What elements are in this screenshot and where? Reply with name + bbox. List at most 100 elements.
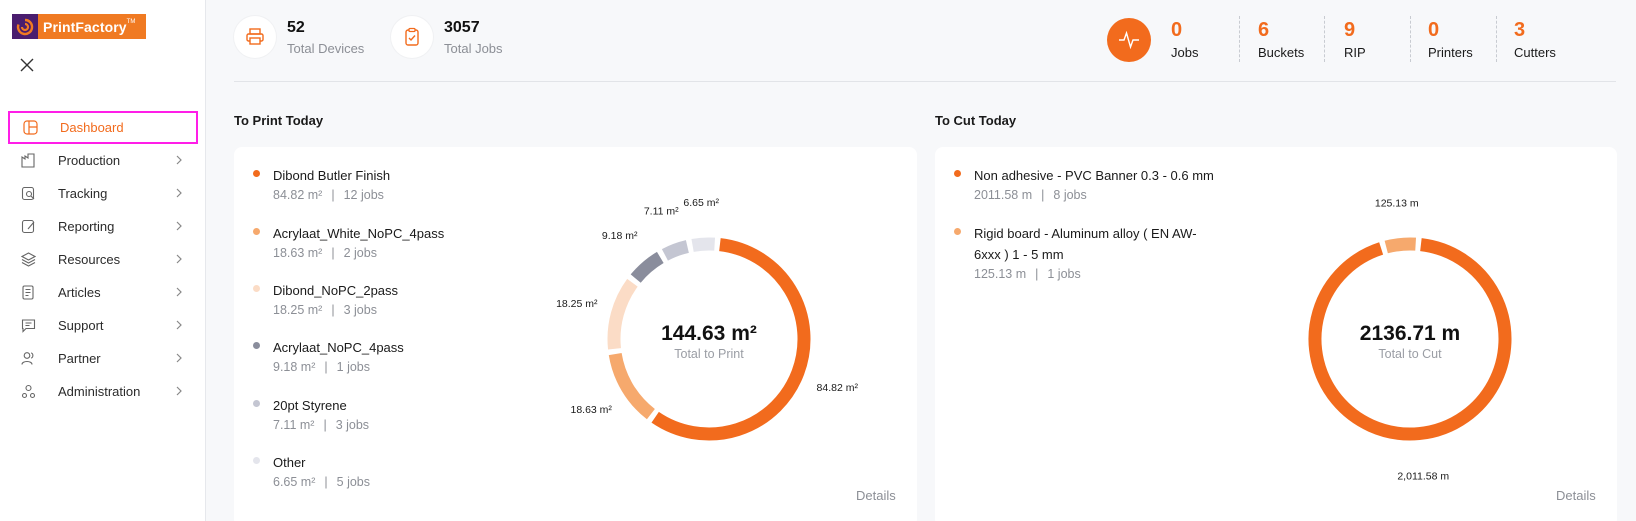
print-details-link[interactable]: Details — [856, 488, 896, 503]
tracking-icon — [20, 186, 36, 202]
print-slice[interactable] — [651, 238, 811, 441]
print-slice[interactable] — [661, 240, 690, 261]
stat-total-jobs: 3057 Total Jobs — [391, 16, 503, 58]
legend-item-area: 7.11 m² — [273, 418, 315, 432]
legend-dot — [954, 228, 961, 235]
print-slice-label: 7.11 m² — [644, 206, 679, 218]
sidebar-item-label: Articles — [58, 285, 101, 300]
cut-donut-chart: 2,011.58 m 125.13 m 2136.71 m Total to Cut — [1308, 198, 1512, 482]
counter-jobs-value: 0 — [1171, 19, 1183, 41]
counter-rip[interactable]: 9 RIP — [1344, 18, 1366, 60]
printfactory-logo[interactable]: PrintFactoryTM — [12, 14, 146, 39]
resources-icon — [20, 252, 36, 268]
sidebar-item-production[interactable]: Production — [8, 144, 198, 177]
counter-buckets-value: 6 — [1258, 19, 1270, 41]
partner-icon — [20, 351, 36, 367]
sidebar-item-label: Partner — [58, 351, 101, 366]
legend-dot — [253, 170, 260, 177]
legend-dot — [253, 400, 260, 407]
counter-printers-label: Printers — [1428, 45, 1473, 60]
counter-rip-label: RIP — [1344, 45, 1366, 60]
counter-jobs-label: Jobs — [1171, 45, 1199, 60]
sidebar-item-support[interactable]: Support — [8, 309, 198, 342]
legend-item-jobs: 3 jobs — [335, 418, 370, 432]
administration-icon — [20, 384, 36, 400]
print-total-value: 144.63 m² — [661, 322, 757, 345]
counter-printers[interactable]: 0 Printers — [1428, 18, 1473, 60]
legend-dot — [253, 228, 260, 235]
chevron-right-icon — [176, 353, 182, 363]
divider — [1239, 16, 1240, 62]
legend-item: Other 6.65 m² | 5 jobs — [253, 452, 370, 489]
sidebar-item-partner[interactable]: Partner — [8, 342, 198, 375]
print-slice[interactable] — [608, 352, 656, 420]
articles-icon — [20, 285, 36, 301]
sidebar-item-administration[interactable]: Administration — [8, 375, 198, 408]
legend-item-name: Dibond_NoPC_2pass — [273, 283, 399, 298]
print-donut-chart: 84.82 m² 18.63 m² 18.25 m² 9.18 m² 7.11 m² 6.… — [556, 197, 859, 441]
legend-dot — [253, 342, 260, 349]
close-sidebar-button[interactable] — [18, 56, 36, 74]
sidebar-item-label: Support — [58, 318, 104, 333]
chevron-right-icon — [176, 386, 182, 396]
close-icon — [20, 58, 34, 72]
clipboard-check-icon — [391, 16, 433, 58]
legend-item-jobs: 2 jobs — [343, 246, 377, 260]
legend-item-jobs: 5 jobs — [336, 475, 370, 489]
counter-buckets[interactable]: 6 Buckets — [1258, 18, 1304, 60]
legend-item-jobs: 1 jobs — [1047, 267, 1081, 281]
sidebar: PrintFactoryTM Dashboard Production Trac… — [0, 0, 206, 521]
sidebar-item-articles[interactable]: Articles — [8, 276, 198, 309]
printer-icon — [234, 16, 276, 58]
logo-text: PrintFactoryTM — [43, 18, 136, 35]
cut-slice-label: 125.13 m — [1375, 198, 1419, 210]
print-slice[interactable] — [607, 278, 638, 350]
to-print-today-card: Dibond Butler Finish 84.82 m² | 12 jobs Ac… — [234, 147, 917, 521]
legend-item-area: 18.25 m² — [273, 303, 323, 317]
sidebar-item-label: Resources — [58, 252, 121, 267]
sidebar-nav: Dashboard Production Tracking Reporting … — [8, 111, 198, 408]
legend-item-area: 6.65 m² — [273, 475, 316, 489]
print-slice-label: 18.63 m² — [570, 404, 612, 416]
to-print-today-title: To Print Today — [234, 113, 324, 128]
print-total-label: Total to Print — [674, 347, 744, 361]
sidebar-item-dashboard[interactable]: Dashboard — [8, 111, 198, 144]
legend-item: Dibond_NoPC_2pass 18.25 m² | 3 jobs — [253, 280, 398, 317]
total-jobs-value: 3057 — [444, 19, 480, 36]
sidebar-item-tracking[interactable]: Tracking — [8, 177, 198, 210]
divider — [1324, 16, 1325, 62]
legend-item: Acrylaat_NoPC_4pass 9.18 m² | 1 jobs — [253, 337, 404, 374]
cut-total-label: Total to Cut — [1378, 347, 1442, 361]
stats-header: 52 Total Devices 3057 Total Jobs 0 Jobs … — [234, 14, 1616, 82]
cut-details-link[interactable]: Details — [1556, 488, 1596, 503]
cut-slice[interactable] — [1384, 237, 1417, 254]
chevron-right-icon — [176, 188, 182, 198]
legend-dot — [954, 170, 961, 177]
legend-item-area: 84.82 m² — [273, 188, 323, 202]
legend-item-length: 2011.58 m — [974, 188, 1033, 202]
print-slice[interactable] — [691, 237, 716, 252]
counter-jobs[interactable]: 0 Jobs — [1171, 18, 1198, 60]
sidebar-item-reporting[interactable]: Reporting — [8, 210, 198, 243]
cut-slice-label: 2,011.58 m — [1397, 470, 1449, 482]
legend-item-area: 18.63 m² — [273, 246, 323, 260]
legend-item-jobs: 1 jobs — [336, 360, 370, 374]
print-slice-label: 6.65 m² — [683, 197, 719, 209]
chevron-right-icon — [176, 254, 182, 264]
legend-item-name: Dibond Butler Finish — [273, 168, 391, 183]
counter-cutters[interactable]: 3 Cutters — [1514, 18, 1556, 60]
total-jobs-label: Total Jobs — [444, 41, 503, 56]
legend-item-name: Rigid board - Aluminum alloy ( EN AW-6xx… — [974, 226, 1197, 262]
print-slice-label: 84.82 m² — [817, 382, 859, 394]
legend-item: 20pt Styrene 7.11 m² | 3 jobs — [253, 395, 369, 432]
print-slice-label: 9.18 m² — [602, 230, 638, 242]
print-slice[interactable] — [630, 251, 664, 283]
legend-item-jobs: 12 jobs — [343, 188, 384, 202]
dashboard-icon — [22, 120, 38, 136]
sidebar-item-resources[interactable]: Resources — [8, 243, 198, 276]
chevron-right-icon — [176, 287, 182, 297]
sidebar-item-label: Reporting — [58, 219, 115, 234]
sidebar-item-label: Dashboard — [60, 120, 124, 135]
to-cut-today-title: To Cut Today — [935, 113, 1017, 128]
cut-slice[interactable] — [1308, 238, 1512, 441]
